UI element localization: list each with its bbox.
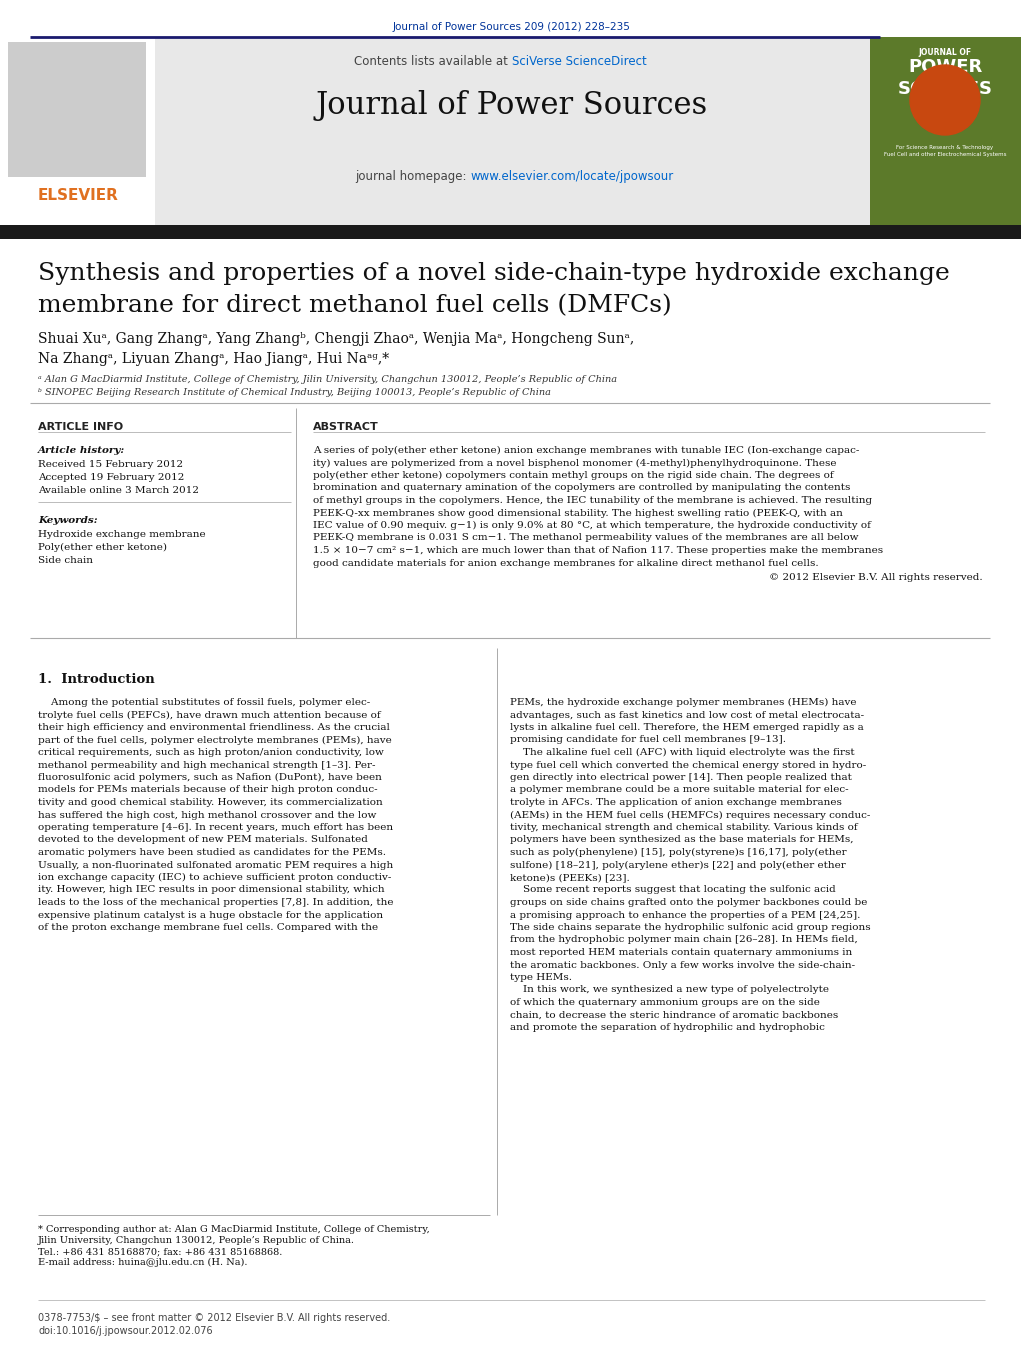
Text: trolyte in AFCs. The application of anion exchange membranes: trolyte in AFCs. The application of anio… bbox=[510, 798, 842, 807]
Bar bbox=[0, 36, 155, 226]
Text: PEEK-Q membrane is 0.031 S cm−1. The methanol permeability values of the membran: PEEK-Q membrane is 0.031 S cm−1. The met… bbox=[313, 534, 859, 543]
Text: Journal of Power Sources: Journal of Power Sources bbox=[315, 91, 709, 122]
Text: a polymer membrane could be a more suitable material for elec-: a polymer membrane could be a more suita… bbox=[510, 785, 848, 794]
Text: A series of poly(ether ether ketone) anion exchange membranes with tunable IEC (: A series of poly(ether ether ketone) ani… bbox=[313, 446, 860, 455]
Text: Tel.: +86 431 85168870; fax: +86 431 85168868.: Tel.: +86 431 85168870; fax: +86 431 851… bbox=[38, 1247, 283, 1256]
Text: SOURCES: SOURCES bbox=[897, 80, 992, 99]
Text: 0378-7753/$ – see front matter © 2012 Elsevier B.V. All rights reserved.: 0378-7753/$ – see front matter © 2012 El… bbox=[38, 1313, 390, 1323]
Text: POWER: POWER bbox=[908, 58, 982, 76]
Text: expensive platinum catalyst is a huge obstacle for the application: expensive platinum catalyst is a huge ob… bbox=[38, 911, 383, 920]
Text: such as poly(phenylene) [15], poly(styrene)s [16,17], poly(ether: such as poly(phenylene) [15], poly(styre… bbox=[510, 848, 846, 857]
Text: polymers have been synthesized as the base materials for HEMs,: polymers have been synthesized as the ba… bbox=[510, 835, 854, 844]
Text: has suffered the high cost, high methanol crossover and the low: has suffered the high cost, high methano… bbox=[38, 811, 377, 820]
Text: 1.5 × 10−7 cm² s−1, which are much lower than that of Nafion 117. These properti: 1.5 × 10−7 cm² s−1, which are much lower… bbox=[313, 546, 883, 555]
Text: advantages, such as fast kinetics and low cost of metal electrocata-: advantages, such as fast kinetics and lo… bbox=[510, 711, 864, 720]
Text: www.elsevier.com/locate/jpowsour: www.elsevier.com/locate/jpowsour bbox=[470, 170, 673, 182]
Text: ity. However, high IEC results in poor dimensional stability, which: ity. However, high IEC results in poor d… bbox=[38, 885, 385, 894]
Text: journal homepage:: journal homepage: bbox=[354, 170, 470, 182]
Text: tivity and good chemical stability. However, its commercialization: tivity and good chemical stability. Howe… bbox=[38, 798, 383, 807]
Text: SciVerse ScienceDirect: SciVerse ScienceDirect bbox=[512, 55, 646, 68]
Text: ABSTRACT: ABSTRACT bbox=[313, 422, 379, 432]
Text: JOURNAL OF: JOURNAL OF bbox=[919, 49, 972, 57]
Bar bbox=[8, 42, 146, 177]
Text: Synthesis and properties of a novel side-chain-type hydroxide exchange: Synthesis and properties of a novel side… bbox=[38, 262, 950, 285]
Text: lysts in alkaline fuel cell. Therefore, the HEM emerged rapidly as a: lysts in alkaline fuel cell. Therefore, … bbox=[510, 723, 864, 732]
Text: ARTICLE INFO: ARTICLE INFO bbox=[38, 422, 124, 432]
Text: Fuel Cell and other Electrochemical Systems: Fuel Cell and other Electrochemical Syst… bbox=[884, 153, 1007, 157]
Text: Available online 3 March 2012: Available online 3 March 2012 bbox=[38, 486, 199, 494]
Text: models for PEMs materials because of their high proton conduc-: models for PEMs materials because of the… bbox=[38, 785, 378, 794]
Text: ELSEVIER: ELSEVIER bbox=[38, 188, 118, 203]
Text: critical requirements, such as high proton/anion conductivity, low: critical requirements, such as high prot… bbox=[38, 748, 384, 757]
Text: Shuai Xuᵃ, Gang Zhangᵃ, Yang Zhangᵇ, Chengji Zhaoᵃ, Wenjia Maᵃ, Hongcheng Sunᵃ,: Shuai Xuᵃ, Gang Zhangᵃ, Yang Zhangᵇ, Che… bbox=[38, 332, 634, 346]
Text: devoted to the development of new PEM materials. Sulfonated: devoted to the development of new PEM ma… bbox=[38, 835, 368, 844]
Text: Na Zhangᵃ, Liyuan Zhangᵃ, Hao Jiangᵃ, Hui Naᵃᶢ,*: Na Zhangᵃ, Liyuan Zhangᵃ, Hao Jiangᵃ, Hu… bbox=[38, 353, 389, 366]
Text: PEMs, the hydroxide exchange polymer membranes (HEMs) have: PEMs, the hydroxide exchange polymer mem… bbox=[510, 698, 857, 707]
Text: type HEMs.: type HEMs. bbox=[510, 973, 572, 982]
Text: Received 15 February 2012: Received 15 February 2012 bbox=[38, 459, 183, 469]
Text: good candidate materials for anion exchange membranes for alkaline direct methan: good candidate materials for anion excha… bbox=[313, 558, 819, 567]
Text: aromatic polymers have been studied as candidates for the PEMs.: aromatic polymers have been studied as c… bbox=[38, 848, 386, 857]
Text: of which the quaternary ammonium groups are on the side: of which the quaternary ammonium groups … bbox=[510, 998, 820, 1006]
Text: bromination and quaternary amination of the copolymers are controlled by manipul: bromination and quaternary amination of … bbox=[313, 484, 850, 493]
Text: and promote the separation of hydrophilic and hydrophobic: and promote the separation of hydrophili… bbox=[510, 1023, 825, 1032]
Text: tivity, mechanical strength and chemical stability. Various kinds of: tivity, mechanical strength and chemical… bbox=[510, 823, 858, 832]
Bar bbox=[870, 36, 1021, 226]
Text: the aromatic backbones. Only a few works involve the side-chain-: the aromatic backbones. Only a few works… bbox=[510, 961, 856, 970]
Text: sulfone) [18–21], poly(arylene ether)s [22] and poly(ether ether: sulfone) [18–21], poly(arylene ether)s [… bbox=[510, 861, 845, 870]
Text: Some recent reports suggest that locating the sulfonic acid: Some recent reports suggest that locatin… bbox=[510, 885, 836, 894]
Text: chain, to decrease the steric hindrance of aromatic backbones: chain, to decrease the steric hindrance … bbox=[510, 1011, 838, 1020]
Text: operating temperature [4–6]. In recent years, much effort has been: operating temperature [4–6]. In recent y… bbox=[38, 823, 393, 832]
Text: trolyte fuel cells (PEFCs), have drawn much attention because of: trolyte fuel cells (PEFCs), have drawn m… bbox=[38, 711, 381, 720]
Text: poly(ether ether ketone) copolymers contain methyl groups on the rigid side chai: poly(ether ether ketone) copolymers cont… bbox=[313, 471, 833, 480]
Text: 1.  Introduction: 1. Introduction bbox=[38, 673, 155, 686]
Text: of methyl groups in the copolymers. Hence, the IEC tunability of the membrane is: of methyl groups in the copolymers. Henc… bbox=[313, 496, 872, 505]
Text: type fuel cell which converted the chemical energy stored in hydro-: type fuel cell which converted the chemi… bbox=[510, 761, 866, 770]
Text: Side chain: Side chain bbox=[38, 557, 93, 565]
Text: E-mail address: huina@jlu.edu.cn (H. Na).: E-mail address: huina@jlu.edu.cn (H. Na)… bbox=[38, 1258, 247, 1267]
Text: In this work, we synthesized a new type of polyelectrolyte: In this work, we synthesized a new type … bbox=[510, 985, 829, 994]
Text: Poly(ether ether ketone): Poly(ether ether ketone) bbox=[38, 543, 167, 553]
Text: their high efficiency and environmental friendliness. As the crucial: their high efficiency and environmental … bbox=[38, 723, 390, 732]
Text: ity) values are polymerized from a novel bisphenol monomer (4-methyl)phenylhydro: ity) values are polymerized from a novel… bbox=[313, 458, 836, 467]
Text: leads to the loss of the mechanical properties [7,8]. In addition, the: leads to the loss of the mechanical prop… bbox=[38, 898, 393, 907]
Text: Jilin University, Changchun 130012, People’s Republic of China.: Jilin University, Changchun 130012, Peop… bbox=[38, 1236, 355, 1246]
Text: ion exchange capacity (IEC) to achieve sufficient proton conductiv-: ion exchange capacity (IEC) to achieve s… bbox=[38, 873, 391, 882]
Text: groups on side chains grafted onto the polymer backbones could be: groups on side chains grafted onto the p… bbox=[510, 898, 868, 907]
Text: gen directly into electrical power [14]. Then people realized that: gen directly into electrical power [14].… bbox=[510, 773, 852, 782]
Text: ketone)s (PEEKs) [23].: ketone)s (PEEKs) [23]. bbox=[510, 873, 630, 882]
Text: Article history:: Article history: bbox=[38, 446, 126, 455]
Text: Among the potential substitutes of fossil fuels, polymer elec-: Among the potential substitutes of fossi… bbox=[38, 698, 371, 707]
Text: doi:10.1016/j.jpowsour.2012.02.076: doi:10.1016/j.jpowsour.2012.02.076 bbox=[38, 1325, 212, 1336]
Text: Journal of Power Sources 209 (2012) 228–235: Journal of Power Sources 209 (2012) 228–… bbox=[392, 22, 630, 32]
Text: Keywords:: Keywords: bbox=[38, 516, 98, 526]
Text: fluorosulfonic acid polymers, such as Nafion (DuPont), have been: fluorosulfonic acid polymers, such as Na… bbox=[38, 773, 382, 782]
Text: from the hydrophobic polymer main chain [26–28]. In HEMs field,: from the hydrophobic polymer main chain … bbox=[510, 935, 858, 944]
Text: a promising approach to enhance the properties of a PEM [24,25].: a promising approach to enhance the prop… bbox=[510, 911, 861, 920]
Text: Hydroxide exchange membrane: Hydroxide exchange membrane bbox=[38, 530, 205, 539]
Text: ᵃ Alan G MacDiarmid Institute, College of Chemistry, Jilin University, Changchun: ᵃ Alan G MacDiarmid Institute, College o… bbox=[38, 376, 617, 384]
Text: IEC value of 0.90 mequiv. g−1) is only 9.0% at 80 °C, at which temperature, the : IEC value of 0.90 mequiv. g−1) is only 9… bbox=[313, 521, 871, 530]
Text: part of the fuel cells, polymer electrolyte membranes (PEMs), have: part of the fuel cells, polymer electrol… bbox=[38, 735, 392, 744]
Text: The alkaline fuel cell (AFC) with liquid electrolyte was the first: The alkaline fuel cell (AFC) with liquid… bbox=[510, 748, 855, 757]
Text: most reported HEM materials contain quaternary ammoniums in: most reported HEM materials contain quat… bbox=[510, 948, 853, 957]
Text: © 2012 Elsevier B.V. All rights reserved.: © 2012 Elsevier B.V. All rights reserved… bbox=[770, 573, 983, 582]
Circle shape bbox=[910, 65, 980, 135]
Text: For Science Research & Technology: For Science Research & Technology bbox=[896, 145, 993, 150]
Bar bbox=[0, 226, 1021, 239]
Text: * Corresponding author at: Alan G MacDiarmid Institute, College of Chemistry,: * Corresponding author at: Alan G MacDia… bbox=[38, 1225, 430, 1233]
Text: of the proton exchange membrane fuel cells. Compared with the: of the proton exchange membrane fuel cel… bbox=[38, 923, 378, 932]
Text: PEEK-Q-xx membranes show good dimensional stability. The highest swelling ratio : PEEK-Q-xx membranes show good dimensiona… bbox=[313, 508, 843, 517]
Text: methanol permeability and high mechanical strength [1–3]. Per-: methanol permeability and high mechanica… bbox=[38, 761, 376, 770]
Text: Contents lists available at: Contents lists available at bbox=[354, 55, 512, 68]
Text: The side chains separate the hydrophilic sulfonic acid group regions: The side chains separate the hydrophilic… bbox=[510, 923, 871, 932]
Text: (AEMs) in the HEM fuel cells (HEMFCs) requires necessary conduc-: (AEMs) in the HEM fuel cells (HEMFCs) re… bbox=[510, 811, 870, 820]
Text: membrane for direct methanol fuel cells (DMFCs): membrane for direct methanol fuel cells … bbox=[38, 295, 672, 317]
Text: Usually, a non-fluorinated sulfonated aromatic PEM requires a high: Usually, a non-fluorinated sulfonated ar… bbox=[38, 861, 393, 870]
Bar bbox=[155, 36, 870, 226]
Text: ᵇ SINOPEC Beijing Research Institute of Chemical Industry, Beijing 100013, Peopl: ᵇ SINOPEC Beijing Research Institute of … bbox=[38, 388, 551, 397]
Text: promising candidate for fuel cell membranes [9–13].: promising candidate for fuel cell membra… bbox=[510, 735, 786, 744]
Text: Accepted 19 February 2012: Accepted 19 February 2012 bbox=[38, 473, 185, 482]
